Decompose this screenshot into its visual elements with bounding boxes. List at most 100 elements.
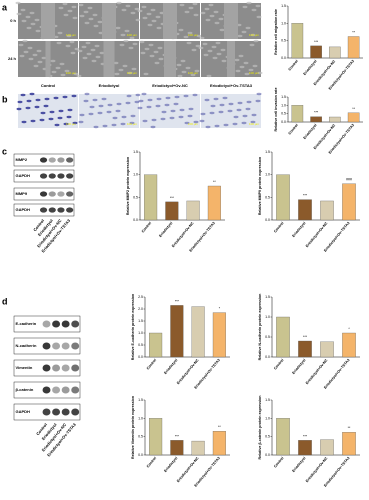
x-tick-label: Eriodictyol+Ov-NC [176, 358, 200, 385]
cell [155, 104, 161, 108]
band [48, 191, 56, 197]
y-tick-label: 0.0 [281, 56, 286, 60]
x-tick-label: Control [288, 59, 299, 71]
cell [253, 39, 259, 43]
cell [158, 57, 164, 61]
band [71, 320, 80, 328]
bar [320, 200, 334, 221]
cell [25, 106, 31, 110]
cell [142, 16, 148, 20]
band [71, 364, 80, 372]
cell [234, 58, 240, 62]
cell [128, 46, 134, 50]
band [48, 157, 56, 163]
y-tick-label: 0.0 [265, 355, 270, 359]
cell [111, 123, 117, 127]
scale-label: 100 μm [127, 122, 138, 126]
bar [291, 23, 304, 59]
cell [139, 40, 145, 44]
scale-label: 100 μm [66, 71, 77, 75]
significance: ** [352, 107, 355, 111]
cell [67, 9, 73, 13]
bar [276, 174, 290, 221]
band [42, 320, 51, 328]
cell [203, 53, 209, 57]
cell [177, 74, 183, 78]
bar [347, 112, 360, 123]
cell [59, 62, 65, 66]
y-axis-label: Relative β-catenin protein expression [258, 396, 262, 460]
cell [89, 105, 95, 109]
cell [251, 113, 257, 117]
y-tick-label: 0.0 [133, 218, 138, 222]
cell [227, 109, 233, 113]
cell [73, 72, 79, 76]
y-tick-label: 1.0 [265, 173, 270, 177]
cell [29, 92, 35, 96]
y-axis-label: Relative cell invasion rate [274, 88, 278, 132]
cell [21, 120, 27, 124]
cell [37, 60, 43, 64]
cell [134, 100, 140, 104]
cell [169, 116, 175, 120]
cell [214, 124, 220, 128]
cell [161, 110, 167, 114]
cell [185, 66, 191, 70]
cell [86, 52, 92, 56]
cell [121, 8, 127, 12]
y-tick-label: 2.0 [138, 307, 143, 311]
band [39, 157, 48, 163]
cell [242, 114, 248, 118]
time-label: 24 h [8, 56, 17, 61]
cell [107, 103, 113, 107]
band [52, 408, 61, 416]
band [52, 386, 61, 394]
cell [56, 41, 62, 45]
significance: *** [314, 40, 319, 44]
cell [124, 29, 130, 33]
band [39, 173, 48, 179]
bar [149, 418, 163, 456]
cell [129, 36, 135, 40]
cell [248, 68, 254, 72]
group-label: Eriodictyol+Ov-NC [152, 83, 188, 88]
cell [93, 125, 99, 129]
scale-label: 100 μm [127, 33, 138, 37]
y-tick-label: 0.0 [138, 453, 143, 457]
cell [15, 1, 21, 5]
cell [193, 120, 199, 124]
group-label: Eriodictyol+Ov-TSTA3 [210, 83, 253, 88]
blot-label: MMP2 [16, 157, 28, 162]
cell [82, 56, 88, 60]
cell [115, 109, 121, 113]
cell [74, 47, 80, 51]
band [39, 207, 48, 213]
cell [44, 97, 50, 101]
cell [249, 43, 255, 47]
cell [135, 93, 141, 97]
cell [190, 73, 196, 77]
panel-label: c [2, 146, 7, 156]
cell [219, 103, 225, 107]
band [57, 191, 65, 197]
scale-label: 100 μm [249, 71, 260, 75]
cell [119, 43, 125, 47]
cell [196, 34, 202, 38]
cell [120, 122, 126, 126]
cell [140, 51, 146, 55]
blot-label: GAPDH [16, 173, 31, 178]
band [66, 173, 74, 179]
cell [62, 95, 68, 99]
cell [151, 19, 157, 23]
bar [342, 432, 356, 456]
bar [207, 185, 221, 221]
y-tick-label: 0.5 [265, 195, 270, 199]
cell [120, 33, 126, 37]
cell [114, 72, 120, 76]
cell [132, 42, 138, 46]
cell [18, 43, 24, 47]
cell [71, 5, 77, 9]
y-axis-label: Relative MMP2 protein expression [126, 157, 130, 215]
band [42, 408, 51, 416]
x-tick-label: Eriodictyol [303, 59, 318, 76]
